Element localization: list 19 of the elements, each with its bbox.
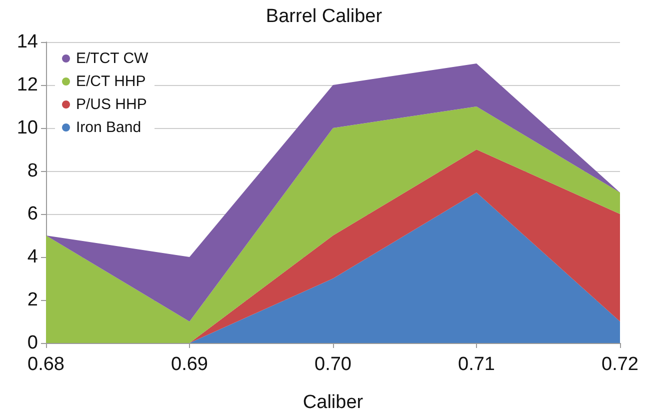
x-tick-label: 0.70 (314, 354, 352, 375)
y-tick-label: 4 (27, 246, 38, 268)
legend-label: E/CT HHP (76, 73, 146, 90)
legend-label: E/TCT CW (76, 50, 150, 67)
y-tick-label: 12 (16, 74, 38, 96)
y-tick-label: 6 (27, 204, 38, 224)
y-tick-label: 14 (16, 32, 38, 52)
x-tick-label: 0.69 (171, 354, 208, 375)
legend-label: P/US HHP (76, 96, 147, 113)
y-tick-label: 10 (16, 118, 38, 138)
x-tick-label: 0.71 (458, 354, 495, 375)
x-tick-label: 0.72 (602, 354, 638, 375)
y-tick-label: 8 (27, 160, 38, 182)
legend-label: Iron Band (76, 119, 142, 136)
y-tick-label: 2 (27, 290, 38, 310)
y-tick-label: 0 (27, 332, 38, 354)
chart-title: Barrel Caliber (266, 6, 383, 27)
x-tick-label: 0.68 (28, 354, 64, 375)
x-axis-title: Caliber (302, 392, 364, 413)
